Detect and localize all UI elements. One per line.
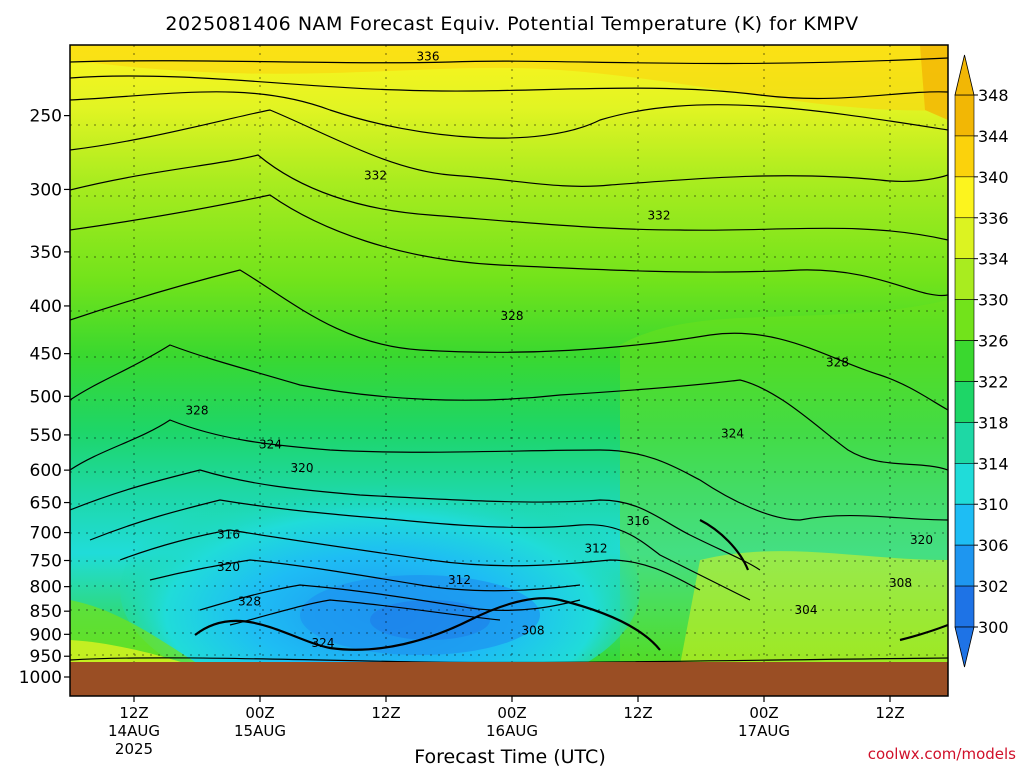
contour-label: 320 [291,461,314,475]
contour-label: 320 [217,560,240,574]
colorbar-segment [954,176,975,219]
y-tick-label: 700 [30,524,62,544]
contour-label: 316 [217,527,240,541]
contour-label: 304 [795,603,818,617]
colorbar-bottom-arrow [954,626,975,668]
x-tick-time: 00Z [749,704,778,722]
colorbar-segment [954,503,975,546]
contour-label: 316 [1005,516,1024,530]
ground-below-surface [70,662,948,696]
colorbar: 348 344 340 336 334 330 326 322 318 314 310 306 302 3… [954,54,1009,668]
colorbar-label: 344 [978,127,1009,146]
colorbar-label: 314 [978,454,1009,473]
contour-label: 324 [721,426,744,440]
contour-label: 324 [259,437,282,451]
colorbar-segment [954,340,975,382]
plot-area: 3443363403323323363363323283283283323283… [70,32,1024,665]
contour-label: 312 [984,556,1007,570]
colorbar-label: 326 [978,332,1009,351]
colorbar-segment [954,94,975,137]
y-tick-label: 900 [30,625,62,645]
contour-label: 312 [585,541,608,555]
y-tick-label: 650 [30,494,62,514]
y-tick-label: 500 [30,387,62,407]
y-tick-label: 1000 [19,668,62,688]
contour-labels: 3443363403323323363363323283283283323283… [186,32,1024,650]
colorbar-segment [954,135,975,178]
colorbar-label: 340 [978,168,1009,187]
contour-label: 328 [186,404,209,418]
x-tick-year: 2025 [115,740,153,758]
colorbar-label: 306 [978,536,1009,555]
x-tick-date: 16AUG [486,722,538,740]
x-tick-time: 00Z [497,704,526,722]
colorbar-label: 310 [978,495,1009,514]
contour-label: 320 [910,533,933,547]
colorbar-label: 334 [978,250,1009,269]
surface-front [194,519,948,651]
upper-orange-right [920,45,948,120]
y-tick-label: 800 [30,578,62,598]
y-tick-label: 850 [30,602,62,622]
contour-label: 344 [973,32,996,46]
contour-label: 328 [238,595,261,609]
y-tick-label: 750 [30,552,62,572]
moist-lowlevel-right [680,551,948,665]
colorbar-label: 300 [978,618,1009,637]
colorbar-segment [954,258,975,300]
colorbar-segment [954,544,975,587]
colorbar-segment [954,463,975,505]
contour-label: 316 [627,514,650,528]
contour-label: 328 [501,309,524,323]
x-tick-date: 17AUG [738,722,790,740]
contour-label: 312 [448,573,471,587]
contour-lines [70,57,948,664]
colorbar-top-arrow [954,54,975,96]
contour-label: 324 [312,636,335,650]
y-tick-label: 450 [30,345,62,365]
y-axis: 250 300 350 400 450 500 550 600 650 700 750 800 850 9… [19,107,70,688]
contour-label: 328 [826,356,849,370]
upper-yellow [70,45,948,111]
contour-label: 336 [417,49,440,63]
y-tick-label: 550 [30,426,62,446]
x-tick-time: 12Z [119,704,148,722]
colorbar-segment [954,217,975,259]
x-tick-time: 00Z [245,704,274,722]
watermark: coolwx.com/models [868,745,1016,763]
contour-label: 332 [364,169,387,183]
x-axis-title: Forecast Time (UTC) [414,746,605,768]
y-tick-label: 250 [30,107,62,127]
y-tick-label: 350 [30,243,62,263]
contour-label: 332 [648,209,671,223]
y-tick-label: 950 [30,647,62,667]
x-tick-time: 12Z [623,704,652,722]
cold-pool-core [300,575,540,655]
colorbar-segment [954,381,975,423]
colorbar-label: 330 [978,291,1009,310]
colorbar-label: 322 [978,372,1009,391]
colorbar-label: 336 [978,209,1009,228]
y-tick-label: 400 [30,297,62,317]
colorbar-label: 348 [978,86,1009,105]
y-tick-label: 600 [30,461,62,481]
colorbar-segment [954,585,975,628]
x-tick-date: 14AUG [108,722,160,740]
contour-label: 308 [522,624,545,638]
y-tick-label: 300 [30,180,62,200]
colorbar-segment [954,299,975,341]
x-tick-date: 15AUG [234,722,286,740]
x-tick-time: 12Z [371,704,400,722]
contour-label: 308 [889,576,912,590]
colorbar-label: 318 [978,413,1009,432]
plot-frame [69,44,949,697]
colorbar-label: 302 [978,577,1009,596]
colorbar-segment [954,422,975,464]
chart-title: 2025081406 NAM Forecast Equiv. Potential… [165,13,858,35]
x-tick-time: 12Z [875,704,904,722]
